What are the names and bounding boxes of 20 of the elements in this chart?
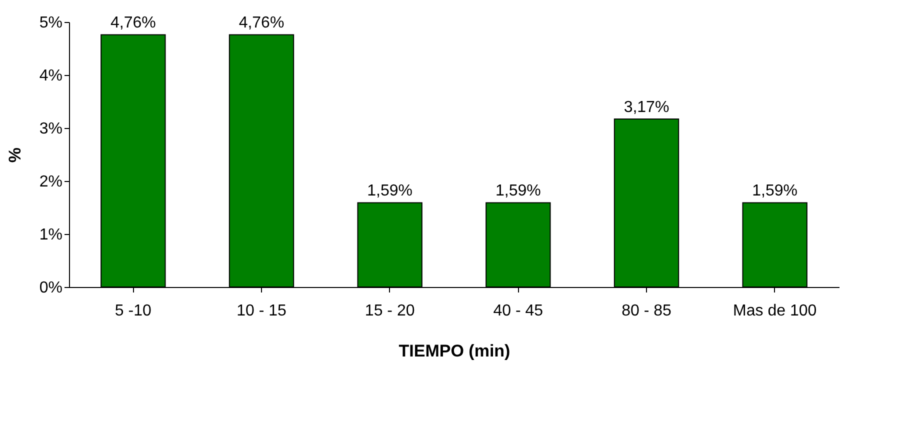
y-tick-label: 1% [39, 226, 62, 244]
data-label: 1,59% [367, 182, 413, 200]
data-label: 3,17% [624, 98, 670, 116]
y-tick-label: 5% [39, 14, 62, 32]
y-axis-title: % [5, 147, 24, 163]
y-tick-label: 0% [39, 280, 62, 296]
data-label: 4,76% [238, 14, 284, 32]
data-label: 4,76% [110, 14, 156, 32]
x-axis-title: TIEMPO (min) [398, 342, 510, 360]
x-tick-label: 80 - 85 [622, 302, 672, 320]
y-tick-label: 2% [39, 174, 62, 190]
y-tick-label: 3% [39, 120, 62, 138]
x-tick-label: 5 -10 [114, 302, 152, 320]
x-tick-label: 10 - 15 [236, 302, 287, 320]
data-label: 1,59% [495, 182, 541, 200]
x-tick-label: Mas de 100 [733, 302, 817, 320]
data-label: 1,59% [752, 182, 798, 200]
x-tick-label: 40 - 45 [493, 302, 544, 320]
x-tick-label: 15 - 20 [364, 302, 415, 320]
y-tick-label: 4% [39, 68, 62, 84]
